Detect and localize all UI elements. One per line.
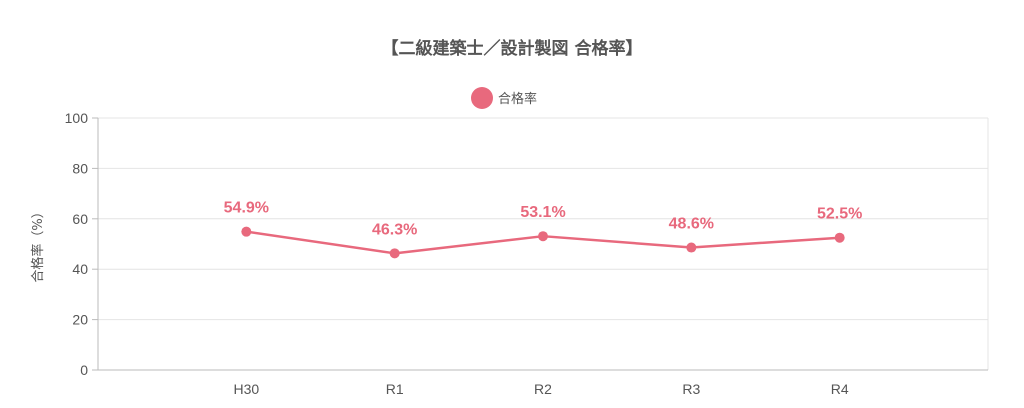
y-tick-label: 0 — [80, 362, 88, 378]
data-label: 46.3% — [372, 221, 417, 238]
legend[interactable]: 合格率 — [471, 87, 537, 109]
data-label: 48.6% — [669, 216, 714, 233]
y-tick-labels: 0 20 40 60 80 100 — [65, 110, 89, 378]
x-tick-labels: H30 R1 R2 R3 R4 — [233, 381, 848, 397]
x-tick-label: R2 — [534, 381, 552, 397]
x-tick-label: R4 — [831, 381, 849, 397]
data-label: 52.5% — [817, 206, 862, 223]
gridlines — [98, 117, 988, 321]
y-tick-label: 80 — [72, 160, 88, 176]
y-axis-title: 合格率（%） — [30, 205, 46, 282]
legend-label: 合格率 — [498, 91, 537, 107]
data-labels: 54.9% 46.3% 53.1% 48.6% 52.5% — [224, 200, 863, 239]
data-point[interactable] — [834, 232, 845, 243]
x-tick-label: R3 — [682, 381, 700, 397]
data-point[interactable] — [389, 248, 400, 259]
data-point[interactable] — [241, 226, 252, 237]
data-point[interactable] — [686, 242, 697, 253]
x-tick-label: H30 — [233, 381, 259, 397]
data-point[interactable] — [538, 231, 548, 242]
data-label: 53.1% — [520, 204, 565, 221]
y-tick-label: 20 — [72, 312, 88, 328]
chart-title: 【二級建築士／設計製図 合格率】 — [382, 38, 643, 59]
y-tick-label: 40 — [72, 261, 88, 277]
y-tick-label: 60 — [72, 211, 88, 227]
legend-marker-icon — [471, 87, 493, 109]
y-tick-label: 100 — [65, 110, 89, 126]
axes — [92, 117, 989, 371]
data-label: 54.9% — [224, 200, 269, 217]
series-line-group — [241, 226, 845, 259]
x-tick-label: R1 — [386, 381, 404, 397]
